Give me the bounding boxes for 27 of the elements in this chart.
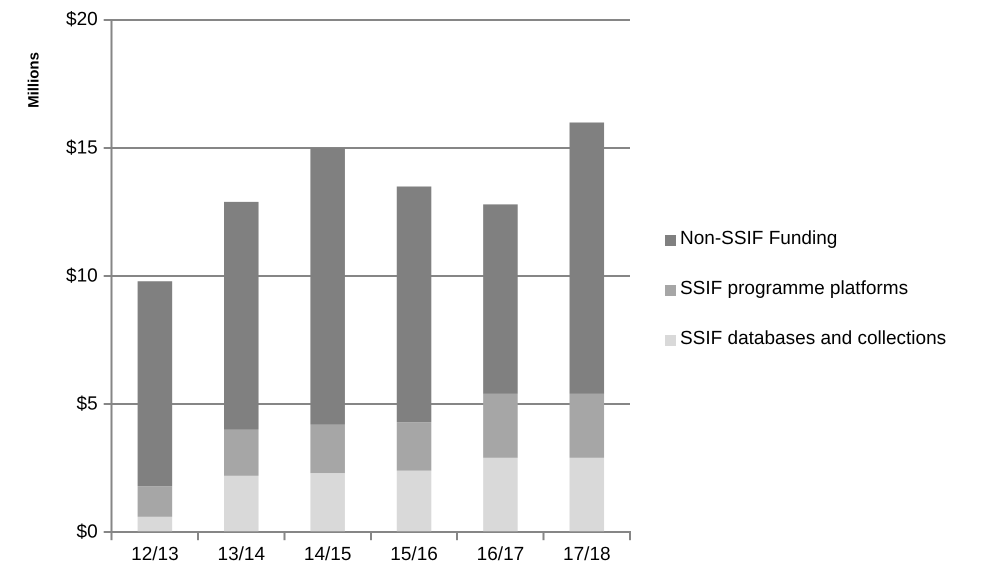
legend-label: Non-SSIF Funding — [680, 228, 838, 250]
bar — [310, 424, 345, 474]
y-tick-label: $20 — [66, 9, 98, 30]
bar — [224, 476, 259, 532]
y-tick-label: $15 — [66, 137, 98, 158]
x-tick-label: 12/13 — [131, 544, 179, 565]
y-tick-label: $0 — [76, 521, 98, 542]
legend-label: SSIF databases and collections — [680, 328, 946, 350]
bar — [224, 430, 259, 476]
x-tick-label: 17/18 — [563, 544, 611, 565]
bar — [483, 458, 518, 532]
bar — [570, 458, 604, 532]
x-tick-label: 15/16 — [390, 544, 438, 565]
x-tick-label: 16/17 — [476, 544, 524, 565]
bar — [310, 473, 345, 532]
bar — [396, 422, 432, 471]
bar — [570, 394, 604, 458]
bar — [396, 470, 432, 532]
y-axis-title: Millions — [26, 52, 42, 108]
y-tick-label: $10 — [66, 265, 98, 286]
x-tick-label: 14/15 — [304, 544, 352, 565]
x-tick-label: 13/14 — [218, 544, 266, 565]
y-tick-label: $5 — [76, 393, 98, 414]
bar — [483, 394, 518, 458]
bar — [138, 516, 172, 532]
bar — [138, 486, 172, 517]
legend-label: SSIF programme platforms — [680, 278, 908, 300]
